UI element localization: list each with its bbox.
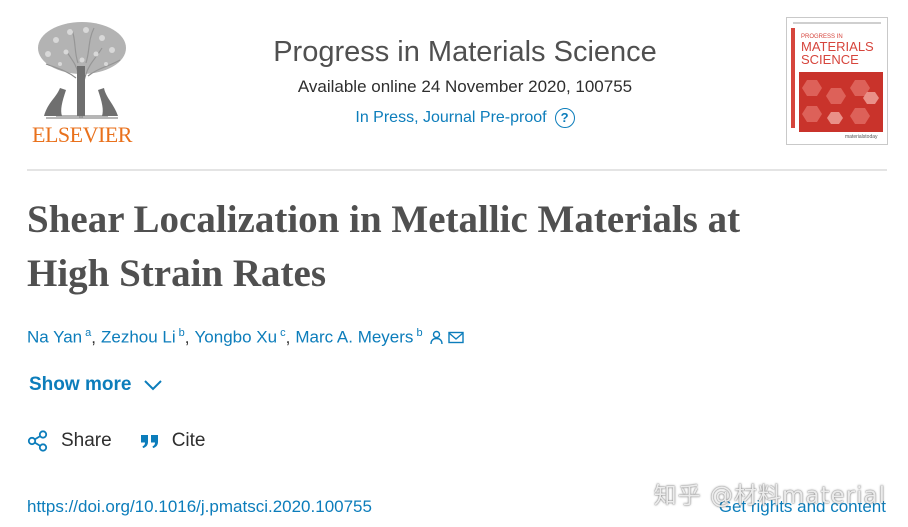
person-icon[interactable] (429, 330, 444, 345)
cover-artwork-icon: PROGRESS IN MATERIALS SCIENCE materialst… (787, 18, 887, 144)
share-icon (27, 430, 48, 452)
elsevier-wordmark: ELSEVIER (32, 122, 132, 147)
corresponding-author-icons (429, 330, 464, 345)
chevron-down-icon (144, 380, 163, 391)
author-link[interactable]: Yongbo Xu c (194, 327, 286, 347)
rights-link[interactable]: Get rights and content (718, 497, 886, 516)
availability-text: Available online 24 November 2020, 10075… (297, 77, 633, 96)
author-link[interactable]: Zezhou Li b (101, 327, 185, 347)
affiliation-marker: a (85, 327, 92, 339)
cite-label: Cite (171, 430, 206, 451)
quote-icon (140, 435, 158, 448)
show-more-button[interactable]: Show more (29, 374, 163, 396)
envelope-icon[interactable] (447, 330, 464, 345)
in-press-label: In Press, Journal Pre-proof (355, 109, 547, 126)
author-list: Na Yan a, Zezhou Li b, Yongbo Xu c, Marc A.… (27, 327, 464, 348)
author-link[interactable]: Marc A. Meyers b (295, 327, 423, 347)
header-divider (27, 169, 887, 171)
doi-link[interactable]: https://doi.org/10.1016/j.pmatsci.2020.1… (27, 497, 372, 516)
cover-line3: SCIENCE (801, 52, 859, 67)
journal-cover-image[interactable]: PROGRESS IN MATERIALS SCIENCE materialst… (786, 17, 888, 145)
elsevier-tree-icon (38, 22, 126, 119)
cover-footer: materialstoday (845, 134, 878, 140)
affiliation-marker: b (178, 327, 185, 339)
elsevier-logo[interactable]: ELSEVIER (26, 18, 138, 147)
question-circle-icon[interactable]: ? (554, 108, 575, 128)
author-separator: , (184, 327, 190, 347)
share-button[interactable]: Share (27, 430, 112, 452)
journal-title-link[interactable]: Progress in Materials Science (273, 36, 657, 68)
author-separator: , (285, 327, 291, 347)
article-header: ELSEVIER Progress in Materials Science A… (0, 0, 908, 170)
affiliation-marker: b (416, 327, 423, 339)
in-press-link[interactable]: In Press, Journal Pre-proof ? (355, 107, 575, 129)
journal-info: Progress in Materials Science Available … (190, 34, 740, 129)
cite-button[interactable]: Cite (140, 430, 206, 452)
show-more-label: Show more (29, 374, 132, 395)
share-label: Share (61, 430, 112, 451)
cover-line2: MATERIALS (801, 39, 874, 54)
affiliation-marker: c (280, 327, 286, 339)
title-line-2: High Strain Rates (27, 252, 327, 295)
article-title: Shear Localization in Metallic Materials… (27, 193, 867, 301)
author-separator: , (91, 327, 96, 347)
cover-line1: PROGRESS IN (801, 34, 843, 40)
title-line-1: Shear Localization in Metallic Materials… (27, 198, 741, 241)
author-link[interactable]: Na Yan a (27, 327, 92, 347)
article-actions: Share Cite (27, 430, 206, 452)
